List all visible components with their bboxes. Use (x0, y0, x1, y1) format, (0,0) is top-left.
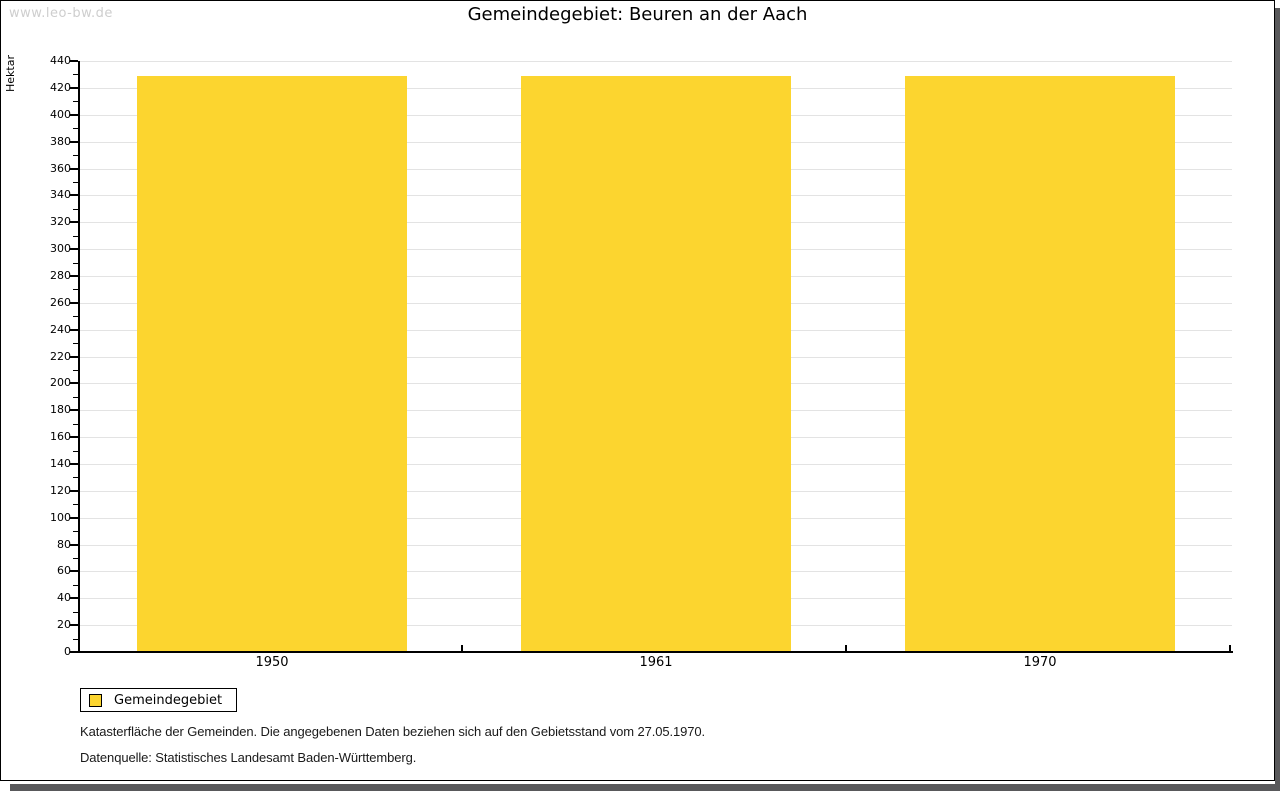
bar-1970 (905, 75, 1175, 652)
bar-1961 (521, 75, 791, 652)
y-axis-title: Hektar (4, 55, 17, 92)
y-minor-tick (73, 128, 78, 130)
y-major-tick (70, 597, 78, 600)
y-minor-tick (73, 611, 78, 613)
y-major-tick (70, 463, 78, 465)
y-major-tick (70, 624, 78, 627)
y-major-tick (70, 60, 78, 62)
y-tick-label: 440 (50, 54, 71, 67)
y-minor-tick (73, 638, 78, 640)
y-tick-label: 20 (57, 618, 71, 632)
y-major-tick (70, 194, 78, 197)
y-tick-label: 220 (50, 349, 71, 363)
y-tick-label: 240 (50, 322, 71, 336)
y-major-tick (70, 140, 78, 143)
watermark: www.leo-bw.de (9, 6, 113, 21)
y-minor-tick (73, 343, 78, 345)
y-major-tick (70, 516, 78, 519)
y-tick-label: 360 (50, 161, 71, 175)
frame-shadow-bottom (10, 784, 1280, 791)
legend-label: Gemeindegebiet (114, 692, 223, 708)
gridline (80, 61, 1232, 62)
x-tick-label: 1950 (255, 655, 289, 670)
footnote-line-1: Katasterfläche der Gemeinden. Die angege… (80, 724, 706, 739)
y-minor-tick (73, 262, 78, 264)
y-tick-label: 0 (64, 645, 71, 658)
legend: Gemeindegebiet (80, 688, 238, 712)
y-tick-label: 280 (50, 268, 71, 282)
y-minor-tick (73, 208, 78, 210)
y-major-tick (70, 248, 78, 250)
y-tick-label: 380 (50, 134, 71, 148)
y-minor-tick (73, 477, 78, 479)
y-tick-label: 300 (50, 242, 71, 255)
y-major-tick (70, 651, 78, 653)
x-boundary-tick (1229, 645, 1231, 651)
y-major-tick (70, 543, 78, 546)
y-major-tick (70, 167, 78, 170)
y-major-tick (70, 274, 78, 277)
footnote-line-2: Datenquelle: Statistisches Landesamt Bad… (80, 750, 417, 765)
y-tick-label: 260 (50, 295, 71, 309)
y-tick-label: 420 (50, 80, 71, 94)
y-major-tick (70, 221, 78, 224)
y-major-tick (70, 436, 78, 439)
y-tick-label: 80 (57, 537, 71, 551)
y-tick-label: 160 (50, 430, 71, 444)
x-axis-line (78, 651, 1233, 653)
y-major-tick (70, 113, 78, 116)
y-minor-tick (73, 450, 78, 452)
y-major-tick (70, 328, 78, 331)
legend-swatch (89, 693, 102, 707)
y-tick-label: 200 (50, 376, 71, 390)
y-tick-label: 40 (57, 591, 71, 605)
y-tick-label: 140 (50, 457, 71, 470)
y-tick-label: 340 (50, 188, 71, 202)
x-boundary-tick (845, 645, 847, 651)
x-boundary-tick (461, 645, 463, 651)
y-major-tick (70, 489, 78, 492)
y-minor-tick (73, 316, 78, 318)
y-minor-tick (73, 558, 78, 559)
y-major-tick (70, 355, 78, 358)
y-tick-label: 400 (50, 107, 71, 121)
y-minor-tick (73, 235, 78, 237)
y-major-tick (70, 86, 78, 89)
y-minor-tick (73, 101, 78, 103)
bar-1950 (137, 75, 407, 652)
y-major-tick (70, 570, 78, 573)
y-axis-line (78, 61, 80, 653)
y-minor-tick (73, 504, 78, 506)
chart-title: Gemeindegebiet: Beuren an der Aach (467, 4, 808, 25)
y-tick-label: 320 (50, 215, 71, 229)
y-minor-tick (73, 155, 78, 156)
y-minor-tick (73, 584, 78, 586)
x-tick-label: 1970 (1023, 655, 1057, 670)
frame-shadow-right (1275, 8, 1280, 791)
x-tick-label: 1961 (639, 655, 673, 670)
y-tick-label: 120 (50, 483, 71, 497)
y-tick-label: 60 (57, 564, 71, 578)
y-minor-tick (73, 423, 78, 425)
y-minor-tick (73, 181, 78, 183)
y-major-tick (70, 382, 78, 385)
y-minor-tick (73, 289, 78, 291)
y-minor-tick (73, 369, 78, 371)
y-minor-tick (73, 531, 78, 533)
y-major-tick (70, 409, 78, 412)
y-tick-label: 100 (50, 510, 71, 524)
y-tick-label: 180 (50, 403, 71, 417)
y-major-tick (70, 301, 78, 304)
y-minor-tick (73, 74, 78, 76)
y-minor-tick (73, 396, 78, 398)
